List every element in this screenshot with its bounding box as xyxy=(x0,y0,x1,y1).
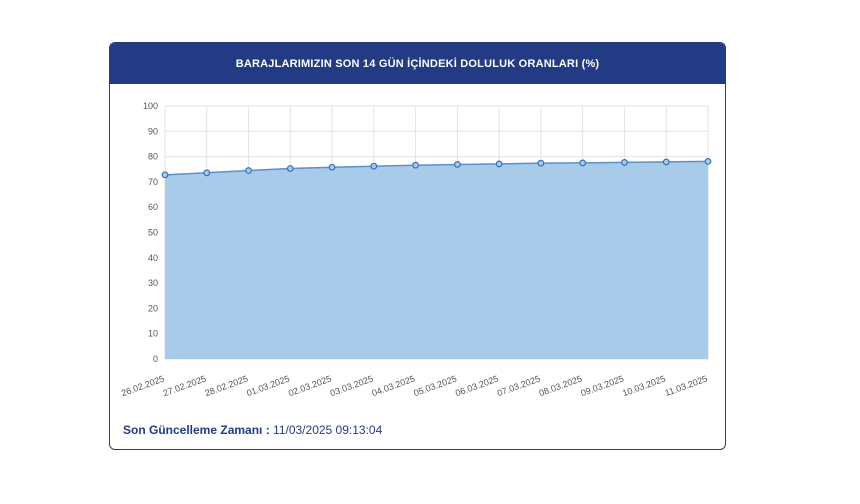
chart-title: BARAJLARIMIZIN SON 14 GÜN İÇİNDEKİ DOLUL… xyxy=(110,43,725,84)
x-tick-label: 26.02.2025 xyxy=(120,373,166,398)
fill-rate-chart: 0 10 20 30 40 50 60 70 80 90 100 26.02.202527.02.20… xyxy=(120,101,712,398)
x-tick-label: 01.03.2025 xyxy=(245,373,291,398)
y-tick-label: 0 xyxy=(153,354,158,364)
x-tick-label: 08.03.2025 xyxy=(538,373,584,398)
x-tick-label: 09.03.2025 xyxy=(579,373,625,398)
data-point[interactable] xyxy=(161,171,169,179)
x-tick-label: 02.03.2025 xyxy=(287,373,333,398)
y-tick-label: 100 xyxy=(143,101,158,111)
data-point[interactable] xyxy=(537,159,545,167)
last-updated-value: 11/03/2025 09:13:04 xyxy=(273,423,383,437)
y-tick-label: 30 xyxy=(148,278,158,288)
chart-card: BARAJLARIMIZIN SON 14 GÜN İÇİNDEKİ DOLUL… xyxy=(109,42,726,450)
x-tick-label: 03.03.2025 xyxy=(329,373,375,398)
y-tick-label: 20 xyxy=(148,303,158,313)
y-tick-label: 10 xyxy=(148,329,158,339)
y-tick-label: 50 xyxy=(148,228,158,238)
x-tick-label: 05.03.2025 xyxy=(412,373,458,398)
last-updated: Son Güncelleme Zamanı : 11/03/2025 09:13… xyxy=(123,423,382,437)
data-point[interactable] xyxy=(579,159,587,167)
y-tick-label: 70 xyxy=(148,177,158,187)
x-tick-label: 06.03.2025 xyxy=(454,373,500,398)
y-tick-label: 40 xyxy=(148,253,158,263)
x-tick-label: 27.02.2025 xyxy=(162,373,208,398)
data-point[interactable] xyxy=(328,163,336,171)
last-updated-label: Son Güncelleme Zamanı : xyxy=(123,423,270,437)
area-fill xyxy=(165,161,708,359)
data-point[interactable] xyxy=(286,165,294,172)
data-point[interactable] xyxy=(495,160,503,168)
series-line xyxy=(164,160,709,176)
x-tick-label: 10.03.2025 xyxy=(621,373,667,398)
area-series xyxy=(161,158,712,359)
data-point[interactable] xyxy=(203,169,211,177)
data-point[interactable] xyxy=(621,159,628,166)
data-point[interactable] xyxy=(704,158,712,165)
y-tick-label: 60 xyxy=(148,202,158,212)
data-point[interactable] xyxy=(245,167,252,174)
data-point[interactable] xyxy=(662,158,670,166)
y-tick-label: 90 xyxy=(148,126,158,136)
x-tick-label: 04.03.2025 xyxy=(371,373,417,398)
data-point[interactable] xyxy=(370,162,378,170)
x-tick-label: 07.03.2025 xyxy=(496,373,542,398)
x-tick-label: 28.02.2025 xyxy=(203,373,249,398)
y-tick-label: 80 xyxy=(148,152,158,162)
x-tick-label: 11.03.2025 xyxy=(664,373,709,398)
data-point[interactable] xyxy=(412,161,420,169)
data-point[interactable] xyxy=(453,161,461,168)
